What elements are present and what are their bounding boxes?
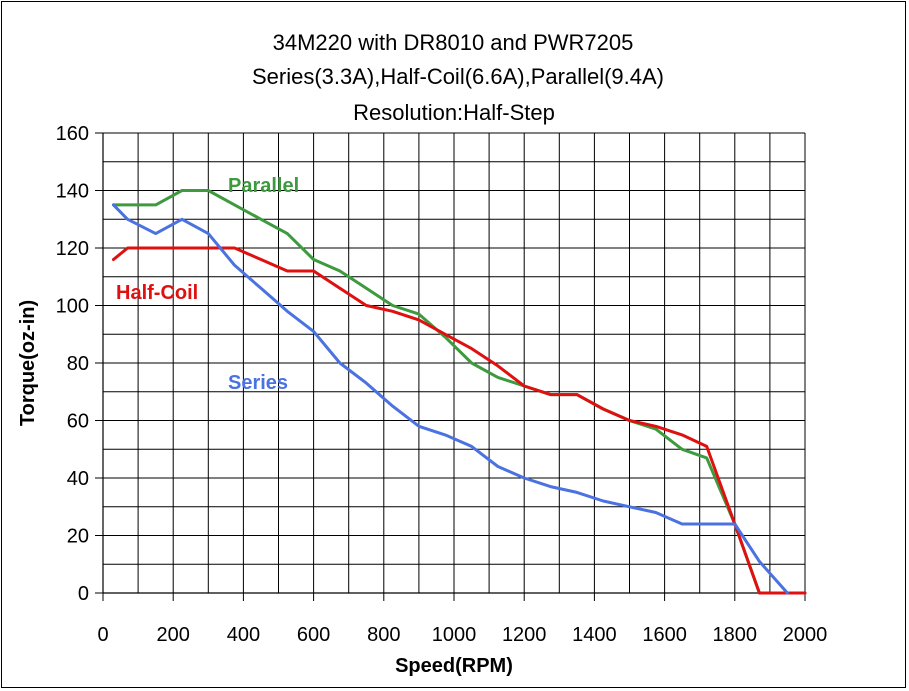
series-lines	[112, 189, 807, 595]
y-tick-label: 160	[56, 123, 89, 145]
grid-lines	[103, 132, 806, 593]
x-tick-label: 1000	[432, 624, 477, 646]
x-tick-label: 1400	[572, 624, 617, 646]
y-tick-label: 80	[67, 353, 89, 375]
y-axis-label: Torque(oz-in)	[17, 300, 39, 426]
x-tick-label: 1200	[502, 624, 547, 646]
x-tick-label: 1800	[713, 624, 758, 646]
chart-title-line-1: 34M220 with DR8010 and PWR7205	[273, 30, 634, 55]
y-tick-label: 20	[67, 526, 89, 548]
x-axis-label: Speed(RPM)	[395, 655, 513, 677]
x-tick-label: 0	[97, 624, 108, 646]
y-tick-label: 60	[67, 411, 89, 433]
series-label-series: Series	[228, 372, 288, 394]
x-tick-label: 1600	[642, 624, 687, 646]
y-tick-label: 140	[56, 181, 89, 203]
series-line-series	[112, 203, 789, 595]
y-tick-label: 40	[67, 468, 89, 490]
chart-title-line-2: Series(3.3A),Half-Coil(6.6A),Parallel(9.…	[252, 64, 664, 89]
x-tick-label: 400	[227, 624, 260, 646]
series-label-half-coil: Half-Coil	[116, 282, 198, 304]
x-tick-label: 800	[367, 624, 400, 646]
x-tick-label: 200	[157, 624, 190, 646]
y-tick-label: 120	[56, 238, 89, 260]
y-tick-label: 100	[56, 296, 89, 318]
y-tick-label: 0	[78, 583, 89, 605]
series-line-parallel	[112, 189, 807, 595]
chart-title-line-3: Resolution:Half-Step	[353, 100, 555, 125]
x-tick-label: 600	[297, 624, 330, 646]
series-label-parallel: Parallel	[228, 175, 299, 197]
x-tick-label: 2000	[783, 624, 828, 646]
